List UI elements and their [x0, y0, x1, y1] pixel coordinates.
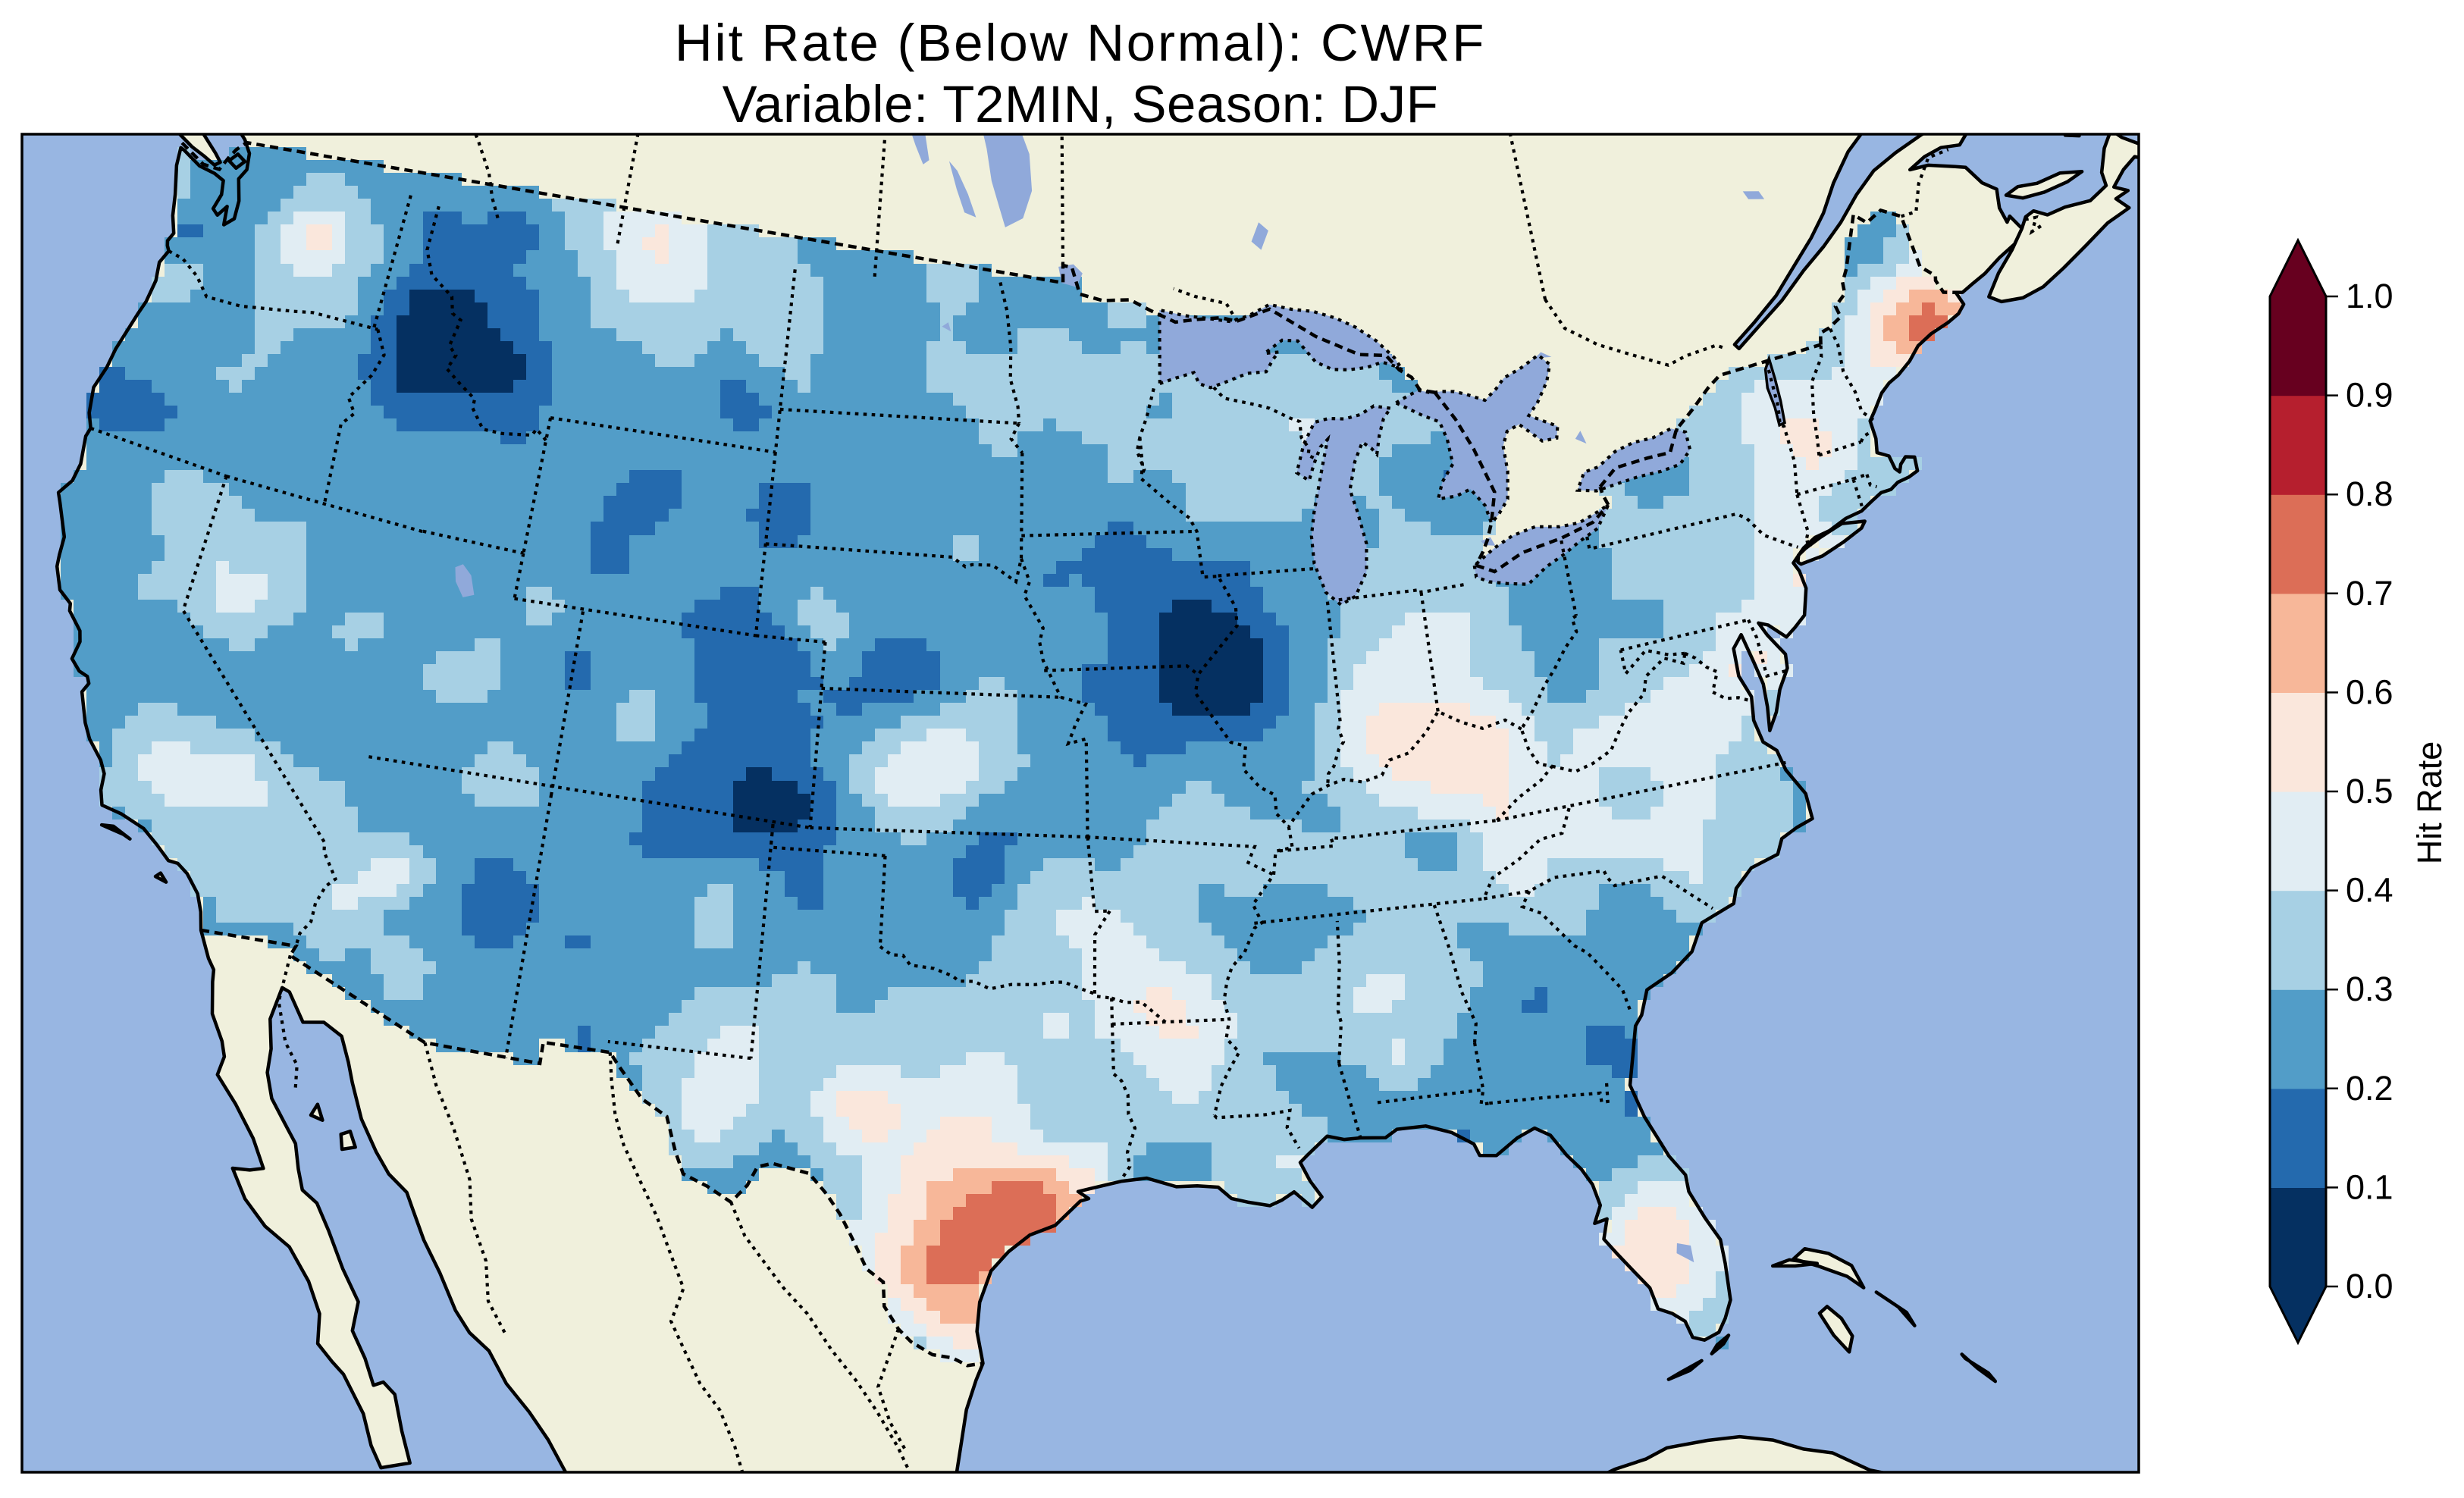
svg-text:0.2: 0.2: [2346, 1069, 2393, 1108]
svg-text:Hit Rate (Below Normal): CWRF: Hit Rate (Below Normal): CWRF: [675, 14, 1486, 72]
svg-text:0.4: 0.4: [2346, 871, 2393, 910]
svg-text:0.8: 0.8: [2346, 475, 2393, 513]
svg-text:Variable: T2MIN, Season: DJF: Variable: T2MIN, Season: DJF: [723, 75, 1439, 133]
svg-text:0.1: 0.1: [2346, 1167, 2393, 1206]
svg-text:0.3: 0.3: [2346, 970, 2393, 1008]
svg-text:0.5: 0.5: [2346, 772, 2393, 810]
svg-text:Hit Rate: Hit Rate: [2410, 741, 2449, 865]
svg-text:1.0: 1.0: [2346, 277, 2393, 315]
svg-text:0.6: 0.6: [2346, 672, 2393, 711]
svg-text:0.7: 0.7: [2346, 574, 2393, 613]
svg-text:0.0: 0.0: [2346, 1267, 2393, 1305]
svg-text:0.9: 0.9: [2346, 376, 2393, 415]
